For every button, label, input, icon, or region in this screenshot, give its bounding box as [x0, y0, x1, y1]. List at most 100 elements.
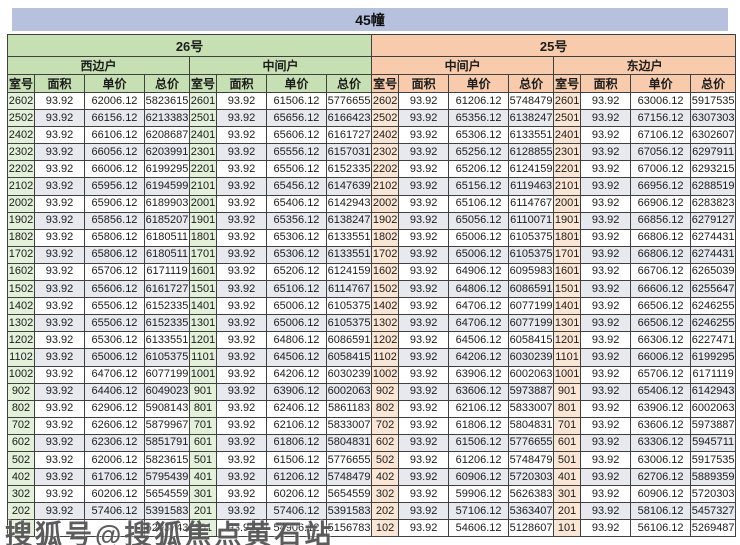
- table-row: 802 93.92 62906.12 5908143 801 93.92 62406.12 5…: [7, 399, 737, 418]
- table-row: 402 93.92 61706.12 5795439 401 93.92 61206.12 5…: [7, 468, 737, 487]
- area-cell: 93.92: [216, 314, 267, 333]
- total-price-cell: 6086591: [325, 331, 373, 350]
- unit-price-cell: 66856.12: [630, 211, 692, 230]
- table-row: 302 93.92 60206.12 5654559 301 93.92 60206.12 5…: [7, 485, 737, 504]
- total-price-cell: 6208687: [144, 126, 190, 145]
- total-price-cell: 6133551: [325, 245, 373, 264]
- area-cell: 93.92: [398, 519, 450, 538]
- area-cell: 93.92: [216, 91, 267, 111]
- unit-price-cell: 65106.12: [448, 194, 510, 213]
- total-price-cell: 6302607: [690, 126, 737, 145]
- room-cell: 2002: [7, 194, 35, 213]
- room-cell: 1102: [371, 348, 400, 367]
- area-cell: 93.92: [398, 314, 450, 333]
- total-price-cell: 6058415: [508, 331, 555, 350]
- area-cell: 93.92: [580, 109, 632, 128]
- total-price-cell: 6133551: [325, 228, 373, 247]
- unit-price-cell: 65056.12: [448, 211, 510, 230]
- area-cell: 93.92: [216, 262, 267, 282]
- area-cell: 93.92: [580, 348, 632, 367]
- unit-price-cell: 60206.12: [266, 485, 327, 504]
- table-row: 1802 93.92 65806.12 6180511 1801 93.92 65306.1…: [7, 228, 737, 247]
- room-cell: 1701: [553, 245, 582, 264]
- room-cell: 2301: [553, 143, 582, 162]
- table-row: 1202 93.92 65306.12 6133551 1201 93.92 64806.1…: [7, 331, 737, 350]
- unit-price-cell: 66106.12: [84, 126, 145, 145]
- column-header-total-price: 总价: [508, 74, 555, 93]
- room-cell: 1502: [7, 280, 35, 299]
- total-price-cell: 6077199: [508, 314, 555, 333]
- table-row: 1002 93.92 64706.12 6077199 1001 93.92 64206.1…: [7, 365, 737, 384]
- unit-price-cell: 64506.12: [266, 348, 327, 367]
- column-header-room: 室号: [371, 74, 400, 93]
- room-cell: 1202: [7, 331, 35, 350]
- table-row: 2602 93.92 62006.12 5823615 2601 93.92 61506.1…: [7, 91, 737, 111]
- area-cell: 93.92: [216, 348, 267, 367]
- total-price-cell: 6049023: [144, 382, 190, 401]
- room-cell: 1802: [7, 228, 35, 247]
- column-header-unit-price: 单价: [84, 74, 145, 93]
- unit-price-cell: 65856.12: [84, 211, 145, 230]
- unit-price-cell: 65506.12: [84, 314, 145, 333]
- room-cell: 602: [371, 433, 400, 452]
- unit-price-cell: 59906.12: [448, 485, 510, 504]
- room-cell: 2302: [7, 143, 35, 162]
- area-cell: 93.92: [398, 433, 450, 452]
- room-cell: 1602: [7, 262, 35, 282]
- area-cell: 93.92: [34, 297, 85, 316]
- unit-price-cell: 64706.12: [84, 365, 145, 384]
- unit-price-cell: 64806.12: [448, 280, 510, 299]
- unit-price-cell: 65006.12: [448, 228, 510, 247]
- area-cell: 93.92: [580, 416, 632, 435]
- total-price-cell: 6161727: [144, 280, 190, 299]
- area-cell: 93.92: [34, 416, 85, 435]
- area-cell: 93.92: [34, 160, 85, 179]
- unit-price-cell: 63906.12: [630, 399, 692, 418]
- total-price-cell: 6171119: [144, 262, 190, 282]
- area-cell: 93.92: [580, 468, 632, 487]
- room-cell: 402: [371, 468, 400, 487]
- total-price-cell: 5720303: [690, 485, 737, 504]
- unit-price-cell: 61506.12: [448, 433, 510, 452]
- room-cell: 2002: [371, 194, 400, 213]
- table-row: 2202 93.92 66006.12 6199295 2201 93.92 65506.1…: [7, 160, 737, 179]
- unit-price-cell: 62006.12: [84, 91, 145, 111]
- area-cell: 93.92: [398, 382, 450, 401]
- total-price-cell: 6133551: [508, 126, 555, 145]
- table-row: 602 93.92 62306.12 5851791 601 93.92 61806.12 5…: [7, 433, 737, 452]
- room-cell: 2102: [371, 177, 400, 196]
- unit-price-cell: 65506.12: [84, 297, 145, 316]
- room-cell: 301: [189, 485, 217, 504]
- unit-price-cell: 65206.12: [448, 160, 510, 179]
- area-cell: 93.92: [398, 416, 450, 435]
- unit-price-cell: 66606.12: [630, 280, 692, 299]
- unit-header-east-25: 东边户: [553, 56, 737, 75]
- area-cell: 93.92: [216, 177, 267, 196]
- building-header-25: 25号: [371, 34, 737, 57]
- total-price-cell: 6002063: [690, 399, 737, 418]
- room-cell: 402: [7, 468, 35, 487]
- room-cell: 1001: [553, 365, 582, 384]
- unit-price-cell: 64906.12: [448, 262, 510, 282]
- unit-header-middle-25: 中间户: [371, 56, 555, 75]
- room-cell: 701: [553, 416, 582, 435]
- total-price-cell: 6124159: [508, 160, 555, 179]
- page-title: 45幢: [355, 11, 385, 28]
- room-cell: 2501: [553, 109, 582, 128]
- area-cell: 93.92: [580, 280, 632, 299]
- column-header-unit-price: 单价: [630, 74, 692, 93]
- table-row: 902 93.92 64406.12 6049023 901 93.92 63906.12 6…: [7, 382, 737, 401]
- unit-price-cell: 57106.12: [448, 502, 510, 521]
- unit-price-cell: 62306.12: [84, 433, 145, 452]
- area-cell: 93.92: [580, 314, 632, 333]
- total-price-cell: 6189903: [144, 194, 190, 213]
- unit-price-cell: 61206.12: [448, 91, 510, 111]
- total-price-cell: 6138247: [508, 109, 555, 128]
- unit-price-cell: 64706.12: [448, 297, 510, 316]
- total-price-cell: 6095983: [508, 262, 555, 282]
- table-row: 1302 93.92 65506.12 6152335 1301 93.92 65006.1…: [7, 314, 737, 333]
- area-cell: 93.92: [398, 245, 450, 264]
- room-cell: 1101: [189, 348, 217, 367]
- area-cell: 93.92: [398, 177, 450, 196]
- area-cell: 93.92: [580, 382, 632, 401]
